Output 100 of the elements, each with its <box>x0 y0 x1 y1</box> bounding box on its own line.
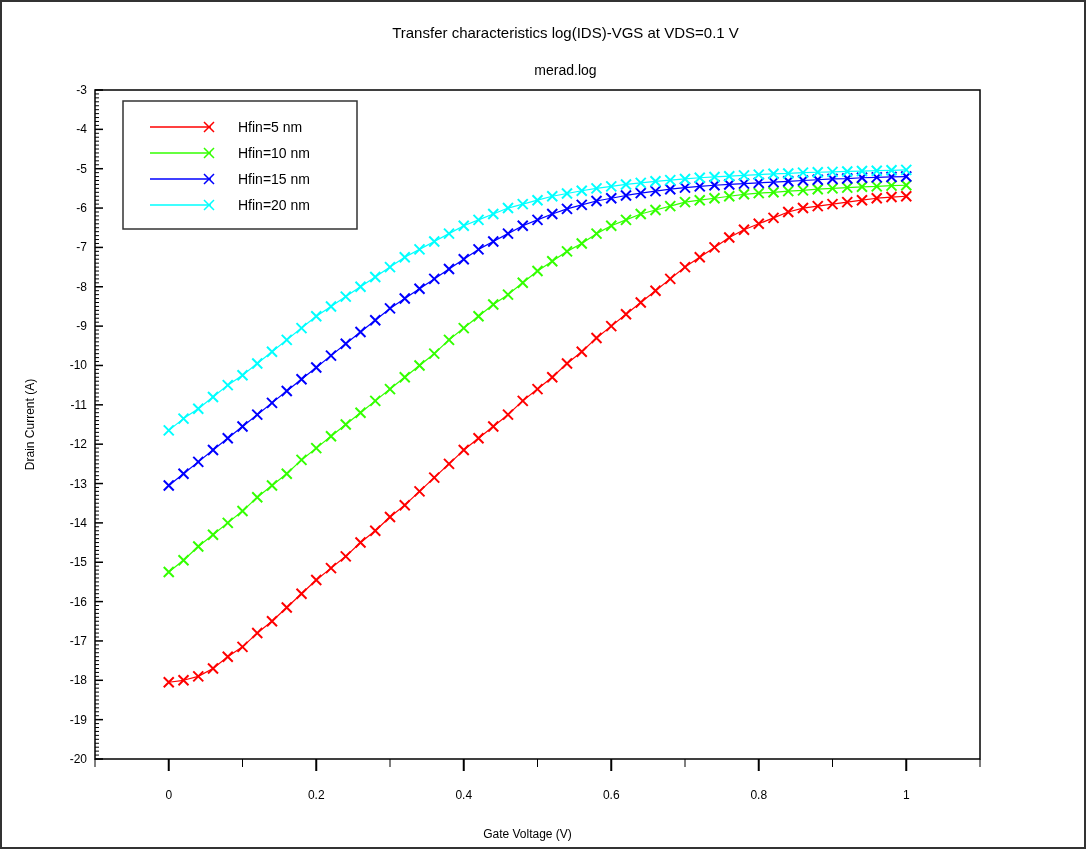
point <box>472 310 485 323</box>
point <box>782 185 795 198</box>
point <box>782 167 795 180</box>
legend-label: Hfin=5 nm <box>238 119 303 135</box>
y-tick-label: -10 <box>69 358 88 373</box>
point <box>516 276 529 289</box>
point <box>590 227 603 240</box>
point <box>236 420 249 433</box>
point <box>295 587 308 600</box>
point <box>811 200 824 213</box>
point <box>487 235 500 248</box>
point <box>856 194 868 207</box>
point <box>457 322 470 335</box>
y-tick-label: -16 <box>69 594 88 609</box>
point <box>664 183 677 196</box>
point <box>782 175 795 188</box>
point <box>516 394 529 407</box>
point <box>620 308 632 321</box>
point <box>900 163 913 176</box>
point <box>472 213 485 226</box>
point <box>708 192 721 205</box>
point <box>398 292 411 305</box>
y-tick-label: -9 <box>76 319 88 334</box>
point <box>649 284 662 297</box>
point <box>649 185 662 198</box>
point <box>797 174 809 187</box>
point <box>413 243 426 256</box>
point <box>192 670 205 683</box>
point <box>767 167 780 180</box>
point <box>841 181 854 194</box>
point <box>561 202 573 215</box>
point <box>620 178 632 191</box>
point <box>826 172 839 185</box>
point <box>162 424 175 437</box>
point <box>664 200 677 213</box>
x-tick-label: 0.2 <box>307 788 325 802</box>
point <box>487 420 500 433</box>
point <box>767 186 780 199</box>
point <box>369 270 382 283</box>
point <box>457 219 470 232</box>
point <box>354 406 367 419</box>
point <box>428 272 441 285</box>
point <box>708 241 721 254</box>
point <box>723 170 736 183</box>
point <box>502 288 514 301</box>
point <box>782 205 795 218</box>
point <box>605 192 618 205</box>
point <box>502 227 514 240</box>
point <box>664 174 677 187</box>
point <box>693 171 706 184</box>
point <box>310 442 323 455</box>
point <box>280 601 293 614</box>
point <box>266 479 278 492</box>
point <box>885 164 898 177</box>
point <box>398 371 411 384</box>
point <box>797 166 809 179</box>
y-tick-label: -5 <box>76 161 88 176</box>
x-axis-title: Gate Voltage (V) <box>483 827 572 841</box>
point <box>251 491 264 504</box>
point <box>546 190 559 203</box>
point <box>207 444 219 457</box>
point <box>900 190 913 203</box>
point <box>325 349 337 362</box>
point <box>295 373 308 386</box>
point <box>384 510 396 523</box>
point <box>221 432 234 445</box>
point <box>251 627 264 640</box>
point <box>177 412 190 425</box>
point <box>413 359 426 372</box>
point <box>590 331 603 344</box>
point <box>649 175 662 188</box>
point <box>339 290 352 303</box>
point <box>561 245 573 258</box>
point <box>811 173 824 186</box>
point <box>487 298 500 311</box>
point <box>752 168 765 181</box>
point <box>177 467 190 480</box>
y-axis-title: Drain Current (A) <box>23 378 37 471</box>
point <box>856 180 868 193</box>
point <box>236 505 249 518</box>
y-tick-label: -11 <box>70 397 88 412</box>
legend-label: Hfin=15 nm <box>238 171 310 187</box>
point <box>310 573 323 586</box>
point <box>516 219 529 232</box>
point <box>575 345 588 358</box>
point <box>369 314 382 327</box>
point <box>221 650 234 663</box>
point <box>325 562 337 575</box>
point <box>428 347 441 360</box>
point <box>693 194 706 207</box>
point <box>738 169 750 182</box>
chart-subtitle: merad.log <box>534 62 597 78</box>
point <box>369 524 382 537</box>
point <box>443 457 455 470</box>
legend-label: Hfin=20 nm <box>238 197 310 213</box>
point <box>472 243 485 256</box>
y-tick-label: -13 <box>69 476 88 491</box>
point <box>870 171 883 184</box>
point <box>723 190 736 203</box>
point <box>590 194 603 207</box>
